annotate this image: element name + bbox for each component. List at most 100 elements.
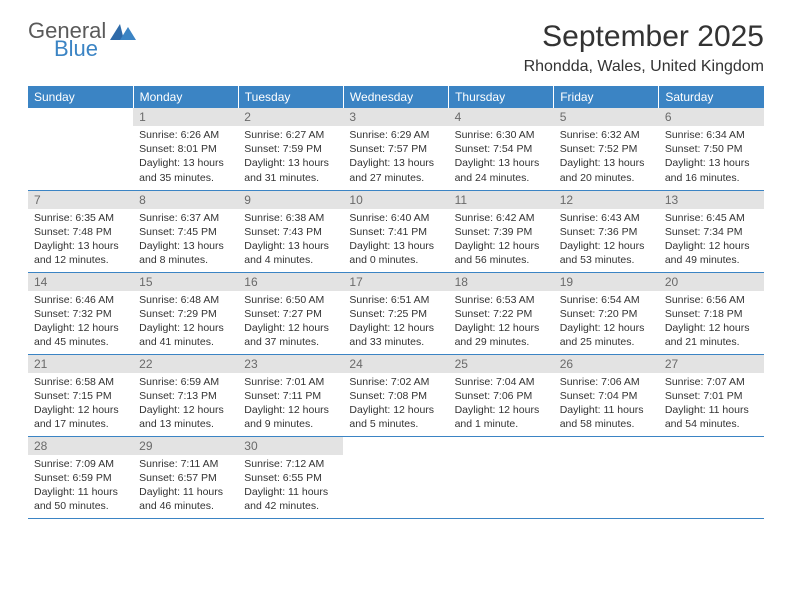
sunset-text: Sunset: 8:01 PM [139,142,232,156]
day-body: Sunrise: 6:59 AMSunset: 7:13 PMDaylight:… [133,373,238,436]
daylight-text: Daylight: 13 hours and 31 minutes. [244,156,337,184]
sunset-text: Sunset: 7:39 PM [455,225,548,239]
daylight-text: Daylight: 12 hours and 25 minutes. [560,321,653,349]
daylight-text: Daylight: 12 hours and 53 minutes. [560,239,653,267]
calendar-day-cell: 27Sunrise: 7:07 AMSunset: 7:01 PMDayligh… [659,354,764,436]
sunrise-text: Sunrise: 6:46 AM [34,293,127,307]
sunset-text: Sunset: 7:45 PM [139,225,232,239]
day-number: 23 [238,355,343,373]
weekday-header: Tuesday [238,86,343,108]
day-body: Sunrise: 6:30 AMSunset: 7:54 PMDaylight:… [449,126,554,189]
day-body: Sunrise: 6:35 AMSunset: 7:48 PMDaylight:… [28,209,133,272]
calendar-day-cell: 21Sunrise: 6:58 AMSunset: 7:15 PMDayligh… [28,354,133,436]
calendar-page: General Blue September 2025 Rhondda, Wal… [0,0,792,519]
sunrise-text: Sunrise: 7:01 AM [244,375,337,389]
sunrise-text: Sunrise: 6:53 AM [455,293,548,307]
sunrise-text: Sunrise: 7:06 AM [560,375,653,389]
day-body: Sunrise: 6:46 AMSunset: 7:32 PMDaylight:… [28,291,133,354]
calendar-day-cell: 30Sunrise: 7:12 AMSunset: 6:55 PMDayligh… [238,436,343,518]
daylight-text: Daylight: 12 hours and 13 minutes. [139,403,232,431]
sunrise-text: Sunrise: 6:37 AM [139,211,232,225]
day-number: 29 [133,437,238,455]
sunrise-text: Sunrise: 7:02 AM [349,375,442,389]
sunset-text: Sunset: 7:32 PM [34,307,127,321]
sunrise-text: Sunrise: 7:12 AM [244,457,337,471]
calendar-day-cell: 9Sunrise: 6:38 AMSunset: 7:43 PMDaylight… [238,190,343,272]
calendar-day-cell: 16Sunrise: 6:50 AMSunset: 7:27 PMDayligh… [238,272,343,354]
calendar-day-cell: 6Sunrise: 6:34 AMSunset: 7:50 PMDaylight… [659,108,764,190]
daylight-text: Daylight: 12 hours and 56 minutes. [455,239,548,267]
sunrise-text: Sunrise: 7:09 AM [34,457,127,471]
daylight-text: Daylight: 11 hours and 42 minutes. [244,485,337,513]
calendar-week-row: 7Sunrise: 6:35 AMSunset: 7:48 PMDaylight… [28,190,764,272]
day-body: Sunrise: 7:01 AMSunset: 7:11 PMDaylight:… [238,373,343,436]
sunset-text: Sunset: 7:25 PM [349,307,442,321]
logo-word-2: Blue [54,38,106,60]
day-number: 9 [238,191,343,209]
daylight-text: Daylight: 13 hours and 4 minutes. [244,239,337,267]
daylight-text: Daylight: 12 hours and 5 minutes. [349,403,442,431]
day-number: 19 [554,273,659,291]
daylight-text: Daylight: 12 hours and 21 minutes. [665,321,758,349]
calendar-header-row: Sunday Monday Tuesday Wednesday Thursday… [28,86,764,108]
sunrise-text: Sunrise: 6:32 AM [560,128,653,142]
daylight-text: Daylight: 11 hours and 54 minutes. [665,403,758,431]
day-body: Sunrise: 7:06 AMSunset: 7:04 PMDaylight:… [554,373,659,436]
daylight-text: Daylight: 13 hours and 27 minutes. [349,156,442,184]
sunrise-text: Sunrise: 6:45 AM [665,211,758,225]
calendar-body: 1Sunrise: 6:26 AMSunset: 8:01 PMDaylight… [28,108,764,518]
sunrise-text: Sunrise: 6:56 AM [665,293,758,307]
day-body [554,441,659,447]
sunset-text: Sunset: 7:22 PM [455,307,548,321]
day-body: Sunrise: 6:48 AMSunset: 7:29 PMDaylight:… [133,291,238,354]
daylight-text: Daylight: 12 hours and 49 minutes. [665,239,758,267]
sunrise-text: Sunrise: 7:04 AM [455,375,548,389]
day-number: 30 [238,437,343,455]
calendar-day-cell: 13Sunrise: 6:45 AMSunset: 7:34 PMDayligh… [659,190,764,272]
sunset-text: Sunset: 7:57 PM [349,142,442,156]
day-number: 18 [449,273,554,291]
weekday-header: Wednesday [343,86,448,108]
calendar-day-cell: 3Sunrise: 6:29 AMSunset: 7:57 PMDaylight… [343,108,448,190]
day-body: Sunrise: 6:58 AMSunset: 7:15 PMDaylight:… [28,373,133,436]
calendar-day-cell: 24Sunrise: 7:02 AMSunset: 7:08 PMDayligh… [343,354,448,436]
sunrise-text: Sunrise: 6:43 AM [560,211,653,225]
sunrise-text: Sunrise: 6:27 AM [244,128,337,142]
calendar-day-cell: 8Sunrise: 6:37 AMSunset: 7:45 PMDaylight… [133,190,238,272]
daylight-text: Daylight: 13 hours and 35 minutes. [139,156,232,184]
weekday-header: Sunday [28,86,133,108]
day-body [659,441,764,447]
calendar-week-row: 28Sunrise: 7:09 AMSunset: 6:59 PMDayligh… [28,436,764,518]
day-number: 14 [28,273,133,291]
day-number: 21 [28,355,133,373]
sunset-text: Sunset: 7:13 PM [139,389,232,403]
day-body: Sunrise: 6:32 AMSunset: 7:52 PMDaylight:… [554,126,659,189]
day-number: 22 [133,355,238,373]
weekday-header: Thursday [449,86,554,108]
sunset-text: Sunset: 7:20 PM [560,307,653,321]
day-number: 6 [659,108,764,126]
day-number: 12 [554,191,659,209]
day-body: Sunrise: 7:12 AMSunset: 6:55 PMDaylight:… [238,455,343,518]
calendar-day-cell [554,436,659,518]
sunrise-text: Sunrise: 6:38 AM [244,211,337,225]
sunset-text: Sunset: 7:06 PM [455,389,548,403]
weekday-header: Saturday [659,86,764,108]
sunset-text: Sunset: 7:41 PM [349,225,442,239]
day-body: Sunrise: 6:54 AMSunset: 7:20 PMDaylight:… [554,291,659,354]
day-number: 16 [238,273,343,291]
calendar-day-cell: 2Sunrise: 6:27 AMSunset: 7:59 PMDaylight… [238,108,343,190]
day-number: 4 [449,108,554,126]
calendar-day-cell: 28Sunrise: 7:09 AMSunset: 6:59 PMDayligh… [28,436,133,518]
sunrise-text: Sunrise: 6:42 AM [455,211,548,225]
page-title: September 2025 [524,20,764,54]
sunset-text: Sunset: 7:59 PM [244,142,337,156]
day-body: Sunrise: 6:56 AMSunset: 7:18 PMDaylight:… [659,291,764,354]
page-header: General Blue September 2025 Rhondda, Wal… [28,20,764,76]
sunrise-text: Sunrise: 6:54 AM [560,293,653,307]
calendar-day-cell: 19Sunrise: 6:54 AMSunset: 7:20 PMDayligh… [554,272,659,354]
day-body: Sunrise: 7:07 AMSunset: 7:01 PMDaylight:… [659,373,764,436]
day-number: 27 [659,355,764,373]
sunset-text: Sunset: 7:04 PM [560,389,653,403]
sunrise-text: Sunrise: 6:58 AM [34,375,127,389]
